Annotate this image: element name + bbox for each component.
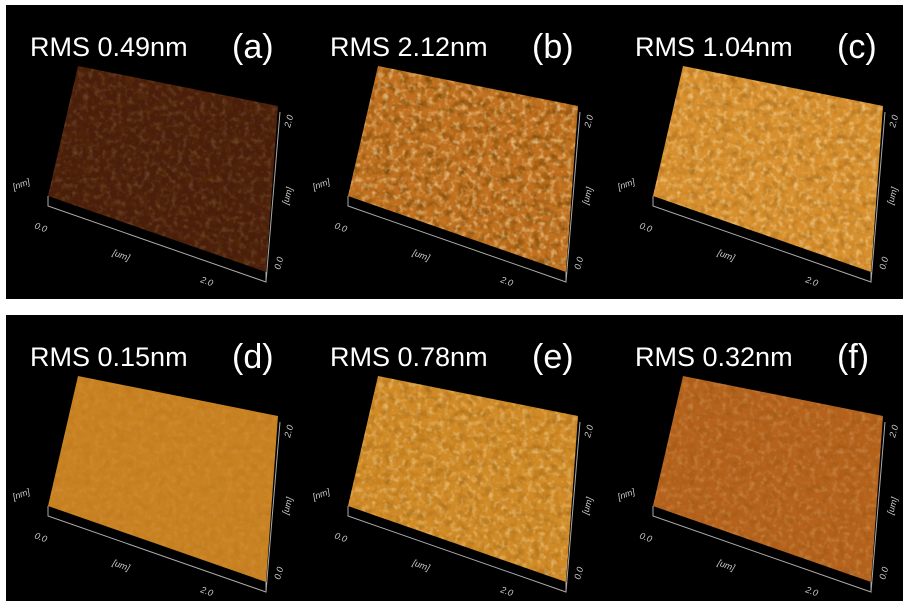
figure: RMS 0.49nm(a)[nm]0.0[um]2.00.0[um]2.0RMS… bbox=[0, 0, 909, 605]
panel-label: (b) bbox=[532, 28, 574, 66]
panel-label: (c) bbox=[837, 28, 877, 66]
rms-label: RMS 0.32nm bbox=[635, 342, 793, 372]
rms-label: RMS 1.04nm bbox=[635, 32, 793, 62]
rms-label: RMS 0.49nm bbox=[30, 32, 188, 62]
rms-label: RMS 2.12nm bbox=[330, 32, 488, 62]
rms-label: RMS 0.78nm bbox=[330, 342, 488, 372]
panels: RMS 0.49nm(a)[nm]0.0[um]2.00.0[um]2.0RMS… bbox=[10, 28, 900, 598]
rms-label: RMS 0.15nm bbox=[30, 342, 188, 372]
panel-label: (f) bbox=[837, 338, 869, 376]
panel-label: (a) bbox=[232, 28, 274, 66]
panel-label: (d) bbox=[232, 338, 274, 376]
panel-label: (e) bbox=[532, 338, 574, 376]
